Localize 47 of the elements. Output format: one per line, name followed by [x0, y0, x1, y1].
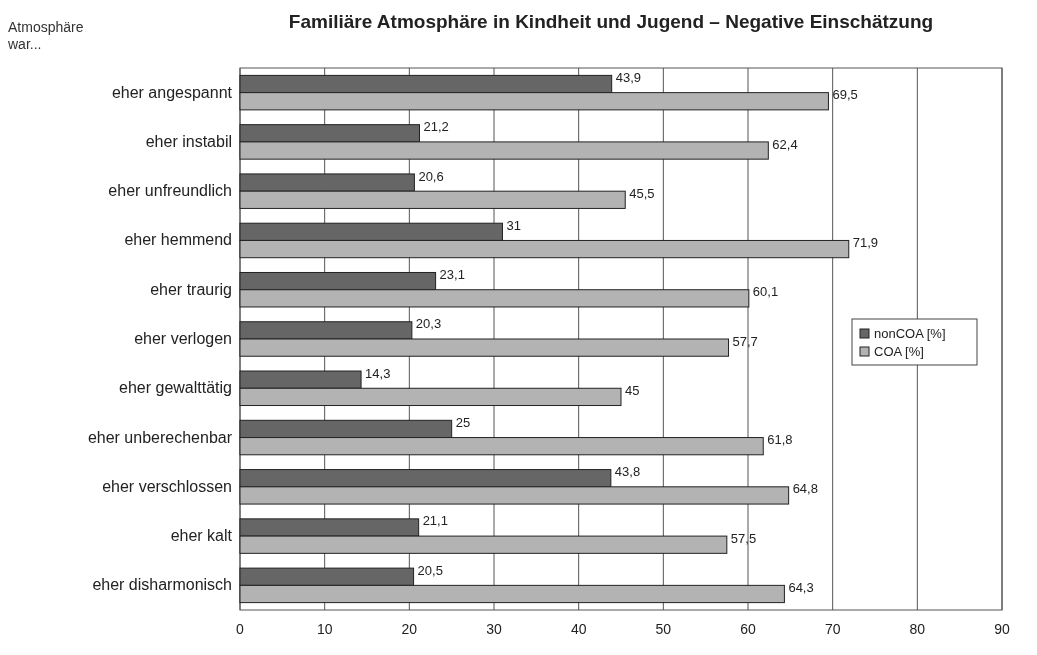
x-tick-label: 20: [401, 621, 418, 637]
data-label: 23,1: [439, 267, 465, 283]
data-label: 20,6: [418, 168, 444, 184]
data-label: 69,5: [832, 87, 858, 103]
y-tick-label: eher verschlossen: [102, 477, 232, 495]
x-tick-label: 80: [909, 621, 926, 637]
data-label: 71,9: [852, 235, 879, 251]
data-label: 60,1: [752, 284, 779, 300]
data-label: 20,5: [417, 562, 443, 578]
y-tick-label: eher hemmend: [124, 231, 232, 249]
y-tick-label: eher traurig: [150, 280, 232, 298]
legend-label: nonCOA [%]: [874, 326, 946, 341]
y-tick-label: eher unfreundlich: [108, 182, 232, 200]
x-tick-label: 30: [486, 621, 502, 637]
data-label: 25: [455, 414, 471, 430]
data-label: 45,5: [629, 185, 655, 201]
y-tick-label: eher gewalttätig: [119, 379, 232, 397]
data-label: 57,7: [732, 333, 758, 349]
data-label: 64,3: [788, 579, 814, 595]
chart-title: Familiäre Atmosphäre in Kindheit und Jugend – Negative Einschätzung: [288, 11, 934, 32]
y-tick-label: eher disharmonisch: [92, 576, 232, 594]
data-label: 57,5: [730, 530, 757, 546]
x-tick-label: 50: [655, 621, 672, 637]
data-label: 20,3: [415, 316, 442, 332]
y-tick-label: eher verlogen: [134, 330, 232, 347]
data-label: 21,1: [422, 513, 448, 529]
x-tick-label: 40: [570, 621, 587, 637]
data-label: 61,8: [767, 432, 793, 448]
data-label: 21,2: [423, 119, 449, 135]
y-tick-label: eher kalt: [170, 527, 233, 545]
x-tick-label: 90: [994, 621, 1010, 637]
y-tick-label: eher instabil: [145, 132, 232, 150]
y-axis-title: Atmosphäre war...: [7, 19, 84, 52]
data-label: 14,3: [365, 365, 391, 381]
x-tick-label: 60: [740, 621, 756, 637]
y-tick-label: eher angespannt: [111, 83, 233, 101]
x-tick-label: 0: [236, 621, 245, 637]
y-tick-label: eher unberechenbar: [87, 428, 233, 446]
data-label: 64,8: [792, 481, 818, 497]
data-label: 62,4: [772, 136, 798, 152]
legend-label: COA [%]: [874, 344, 924, 359]
data-label: 31: [506, 217, 521, 233]
x-tick-label: 10: [316, 621, 333, 637]
data-label: 45: [625, 382, 640, 398]
data-label: 43,8: [614, 464, 641, 480]
data-label: 43,9: [615, 70, 641, 86]
x-tick-label: 70: [824, 621, 841, 637]
